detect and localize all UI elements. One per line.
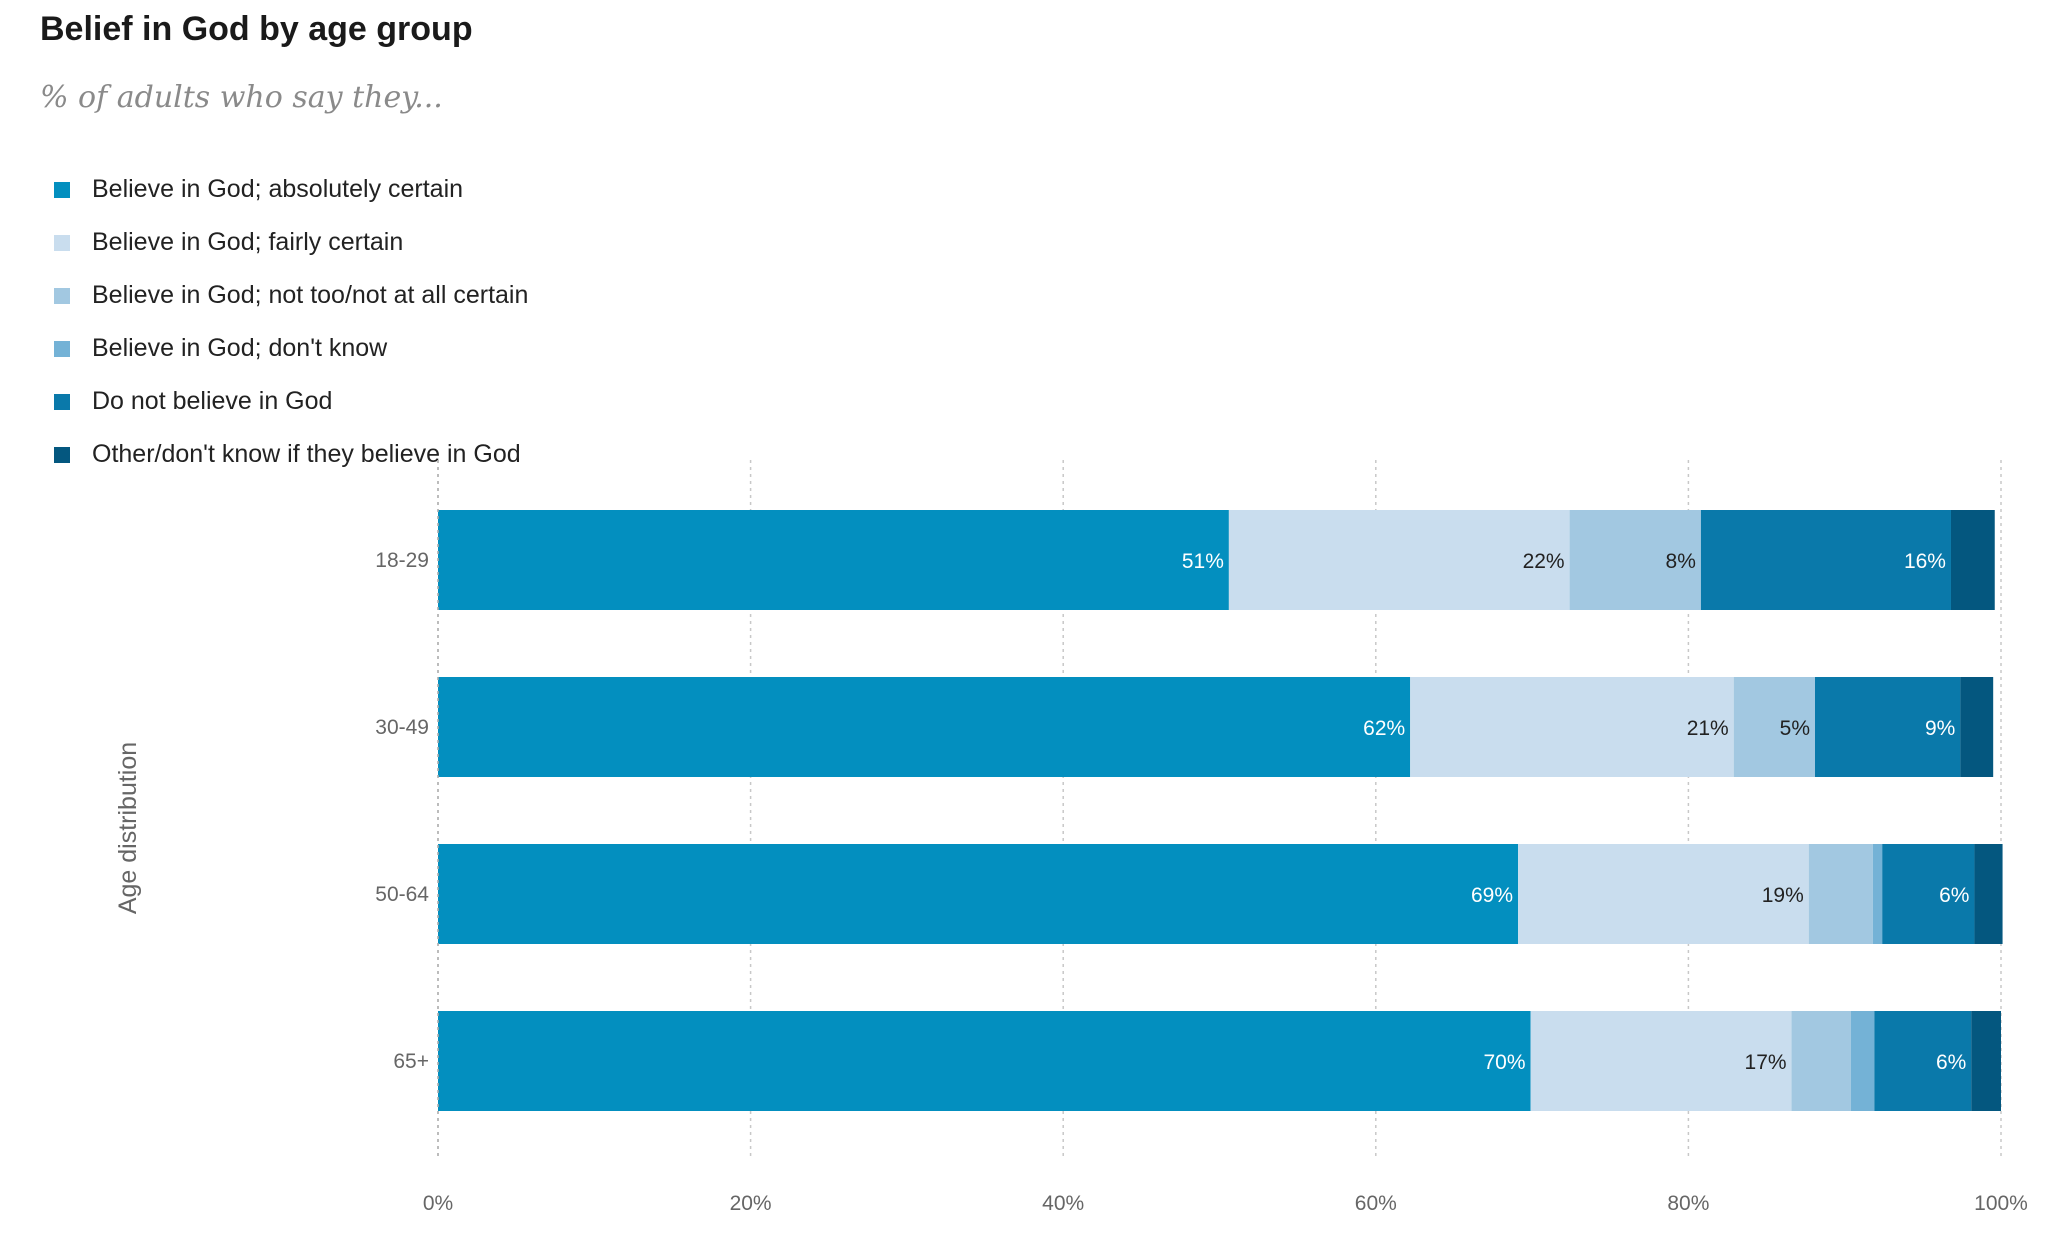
legend-label: Do not believe in God: [92, 387, 333, 415]
bar-segment: [438, 677, 1411, 777]
legend-label: Believe in God; don't know: [92, 334, 388, 362]
category-label: 50-64: [375, 883, 429, 906]
bar-segment: [1882, 844, 1975, 944]
data-label: 6%: [1939, 884, 1969, 907]
data-label: 9%: [1925, 717, 1955, 740]
x-tick-label: 80%: [1667, 1192, 1709, 1215]
legend-swatch: [54, 393, 70, 410]
bar-segment: [1971, 1011, 2001, 1111]
bar-segment: [438, 510, 1229, 610]
legend-item: Believe in God; fairly certain: [54, 216, 528, 269]
bar-segment: [1569, 510, 1701, 610]
data-label: 16%: [1904, 550, 1946, 573]
y-axis-title: Age distribution: [114, 742, 142, 914]
legend-swatch: [54, 446, 70, 463]
data-label: 8%: [1666, 550, 1696, 573]
bar-segment: [1791, 1011, 1851, 1111]
category-label: 18-29: [375, 549, 429, 572]
legend-swatch: [54, 340, 70, 357]
bar-segment: [1960, 677, 1994, 777]
data-label: 51%: [1182, 550, 1224, 573]
bar-segment: [438, 844, 1519, 944]
bar-segment: [1700, 510, 1951, 610]
chart-title: Belief in God by age group: [40, 10, 473, 48]
bar-segment: [1530, 1011, 1792, 1111]
x-tick-label: 0%: [423, 1192, 453, 1215]
legend-item: Believe in God; absolutely certain: [54, 163, 528, 216]
data-label: 6%: [1936, 1051, 1966, 1074]
legend-label: Believe in God; fairly certain: [92, 228, 404, 256]
legend-item: Believe in God; don't know: [54, 322, 528, 375]
x-tick-label: 40%: [1042, 1192, 1084, 1215]
legend-label: Other/don't know if they believe in God: [92, 440, 521, 468]
bar-segment: [438, 1011, 1531, 1111]
legend-item: Other/don't know if they believe in God: [54, 428, 528, 481]
data-label: 70%: [1484, 1051, 1526, 1074]
data-label: 21%: [1687, 717, 1729, 740]
bar-segment: [1872, 844, 1883, 944]
chart-legend: Believe in God; absolutely certain Believ…: [54, 163, 528, 481]
bar-segment: [1974, 844, 2003, 944]
x-tick-label: 20%: [730, 1192, 772, 1215]
data-label: 17%: [1745, 1051, 1787, 1074]
bar-segment: [1733, 677, 1816, 777]
legend-swatch: [54, 234, 70, 251]
x-tick-label: 60%: [1355, 1192, 1397, 1215]
bar-segment: [1950, 510, 1995, 610]
category-label: 65+: [393, 1050, 429, 1073]
legend-label: Believe in God; not too/not at all certa…: [92, 281, 529, 309]
legend-label: Believe in God; absolutely certain: [92, 175, 464, 203]
bar-segment: [1850, 1011, 1875, 1111]
bar-segment: [1815, 677, 1961, 777]
legend-item: Do not believe in God: [54, 375, 528, 428]
bar-segment: [1808, 844, 1873, 944]
legend-item: Believe in God; not too/not at all certa…: [54, 269, 528, 322]
legend-swatch: [54, 287, 70, 304]
bar-segment: [1410, 677, 1734, 777]
data-label: 5%: [1780, 717, 1810, 740]
data-label: 19%: [1762, 884, 1804, 907]
chart-subtitle: % of adults who say they...: [40, 80, 443, 115]
category-label: 30-49: [375, 716, 429, 739]
legend-swatch: [54, 181, 70, 198]
data-label: 22%: [1523, 550, 1565, 573]
bar-segment: [1874, 1011, 1972, 1111]
x-tick-label: 100%: [1974, 1192, 2028, 1215]
bar-segment: [1228, 510, 1570, 610]
data-label: 62%: [1363, 717, 1405, 740]
bar-segment: [1518, 844, 1809, 944]
data-label: 69%: [1471, 884, 1513, 907]
